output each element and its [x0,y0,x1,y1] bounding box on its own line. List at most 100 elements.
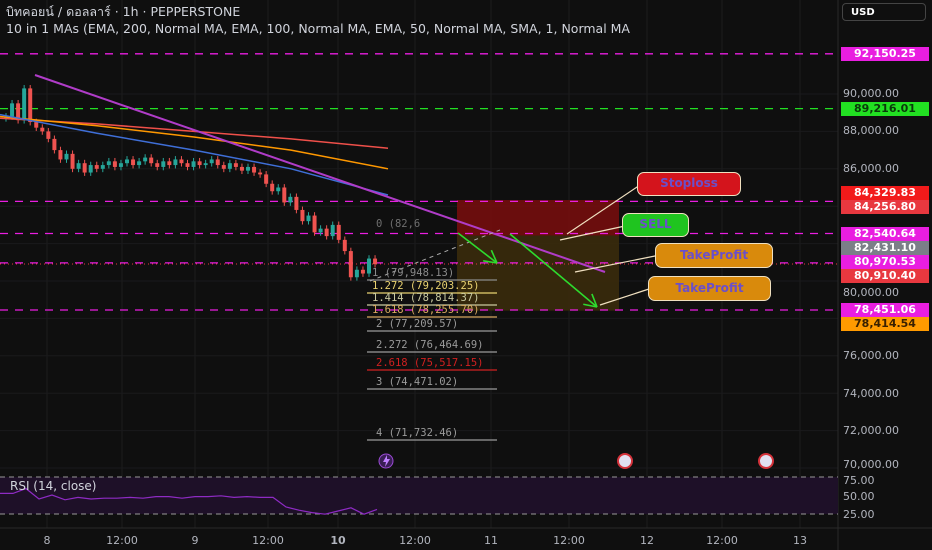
fib-level-label: 2.618 (75,517.15) [376,357,484,369]
time-axis-label: 10 [330,534,346,547]
symbol-title[interactable]: บิทคอยน์ / ดอลลาร์ · 1h · PEPPERSTONE [6,4,241,19]
stoploss-callout[interactable]: Stoploss [637,172,741,196]
callout-pointer [559,225,626,241]
fib-level-label: 0 (82,6 [376,218,421,230]
price-tag: 84,256.80 [841,200,929,214]
candle-body [215,159,220,166]
price-tag: 89,216.01 [841,102,929,116]
moving-average-line [0,113,389,196]
trendline [34,74,606,273]
candle-body [34,122,39,128]
candle-body [40,127,45,132]
candle-body [131,159,136,166]
candle-body [294,196,299,210]
candle-body [70,153,75,169]
candle-body [118,163,123,167]
time-axis-label: 8 [43,534,51,547]
candle-body [367,258,371,274]
candle-body [252,166,257,173]
rsi-axis-label: 50.00 [843,490,875,503]
candle-body [52,138,57,151]
takeprofit-callout-1[interactable]: TakeProfit [655,243,773,268]
time-axis-label: 12:00 [553,534,585,547]
candle-body [46,131,51,139]
fib-level-label: 1.618 (78,255.70) [372,304,480,316]
time-axis-label: 12:00 [399,534,431,547]
candle-body [354,269,359,278]
arrow-head [483,260,498,264]
moving-average-line [0,115,389,170]
price-axis-label: 88,000.00 [843,124,899,137]
candle-body [106,161,111,166]
us-flag-icon [617,453,633,469]
candle-body [167,161,172,166]
price-tag: 78,414.54 [841,317,929,331]
time-axis-label: 12:00 [706,534,738,547]
price-axis-label: 76,000.00 [843,349,899,362]
price-tag: 92,150.25 [841,47,929,61]
candle-body [137,161,142,166]
candle-body [246,166,250,171]
price-tag: 80,910.40 [841,269,929,283]
indicator-legend[interactable]: 10 in 1 MAs (EMA, 200, Normal MA, EMA, 1… [6,21,630,36]
candle-body [185,163,190,167]
candle-body [306,215,311,222]
candle-body [258,172,263,175]
time-axis-label: 11 [484,534,498,547]
candle-body [58,150,63,160]
rsi-legend[interactable]: RSI (14, close) [10,479,97,493]
price-tag: 78,451.06 [841,303,929,317]
time-axis-label: 12:00 [106,534,138,547]
fib-level-label: 1 (79,948.13) [372,267,455,279]
price-axis-label: 86,000.00 [843,162,899,175]
price-tag: 84,329.83 [841,186,929,200]
candle-body [264,174,269,184]
candle-body [227,163,232,169]
candle-body [28,88,33,123]
candle-body [324,228,329,237]
currency-selector[interactable]: USD [842,3,926,21]
candle-body [221,165,226,169]
candle-body [336,224,341,240]
us-flag-icon [758,453,774,469]
arrow-head [490,249,498,264]
candle-body [209,159,214,164]
candle-body [149,157,154,164]
rsi-line [0,487,378,515]
price-tag: 82,540.64 [841,227,929,241]
candle-body [143,157,148,162]
price-axis-label: 80,000.00 [843,286,899,299]
arrow-head [583,303,598,308]
candle-body [155,163,160,167]
fib-level-label: 2 (77,209.57) [376,318,459,330]
time-axis-label: 12 [640,534,654,547]
candle-body [270,183,275,192]
price-axis-label: 72,000.00 [843,424,899,437]
candle-body [318,228,323,233]
candle-body [76,163,81,169]
candle-body [100,165,105,169]
arrow-head [591,293,598,308]
candle-body [233,163,238,167]
sell-callout[interactable]: SELL [622,213,689,237]
candle-body [239,166,244,171]
candle-body [348,251,353,278]
candle-body [288,196,293,203]
lightning-glyph [383,455,390,467]
price-axis-label: 90,000.00 [843,87,899,100]
candle-body [360,269,365,274]
candle-body [300,209,305,222]
candle-body [10,103,15,117]
price-axis-label: 74,000.00 [843,387,899,400]
candle-body [191,161,196,167]
candle-body [276,187,281,192]
candle-body [112,161,117,167]
candle-body [22,88,27,121]
candle-body [16,103,21,121]
takeprofit-callout-2[interactable]: TakeProfit [648,276,771,301]
candle-body [203,163,208,166]
callout-pointer [599,287,653,306]
candle-body [94,165,99,169]
price-tag: 82,431.10 [841,241,929,255]
